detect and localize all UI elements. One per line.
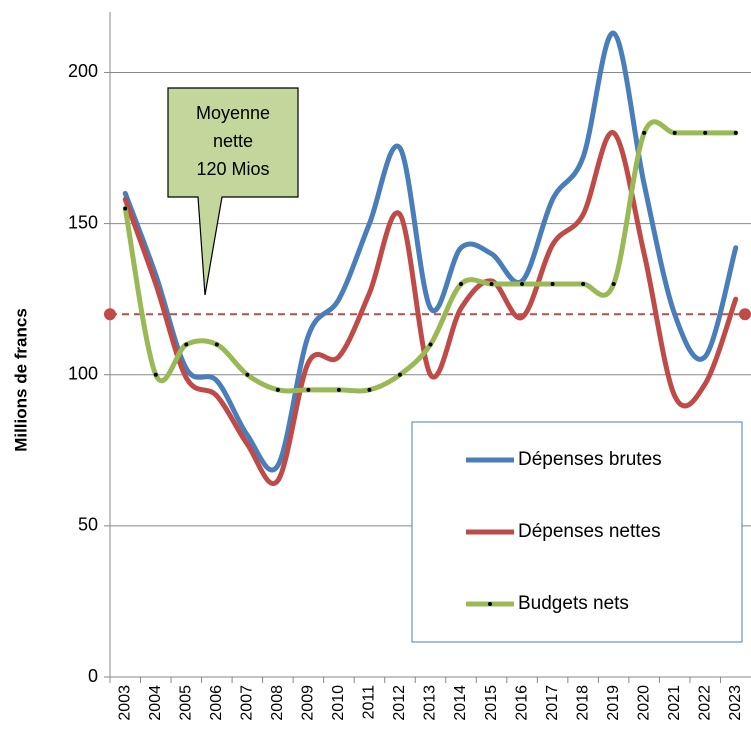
marker [153, 372, 158, 377]
marker [642, 130, 647, 135]
legend-label: Dépenses brutes [518, 449, 662, 470]
x-tick-label: 2007 [239, 685, 256, 721]
y-tick-label: 200 [68, 61, 98, 81]
x-tick-label: 2017 [544, 685, 561, 721]
marker [428, 342, 433, 347]
y-tick-label: 0 [88, 666, 98, 686]
x-tick-label: 2008 [269, 685, 286, 721]
x-tick-label: 2014 [452, 685, 469, 721]
marker [520, 282, 525, 287]
annotation-text: 120 Mios [196, 159, 269, 179]
y-axis-label: Millions de francs [11, 308, 30, 452]
x-tick-label: 2016 [513, 685, 530, 721]
series-line [122, 30, 739, 473]
x-tick-label: 2005 [178, 685, 195, 721]
series-line [122, 130, 739, 486]
x-tick-label: 2023 [727, 685, 744, 721]
marker [367, 387, 372, 392]
annotation-text: nette [213, 131, 253, 151]
x-tick-label: 2013 [422, 685, 439, 721]
marker [306, 387, 311, 392]
legend-marker [488, 602, 492, 606]
callout [167, 87, 299, 296]
mean-dot [739, 308, 751, 321]
marker [123, 206, 128, 211]
x-tick-label: 2020 [635, 685, 652, 721]
x-tick-label: 2021 [666, 685, 683, 721]
marker [581, 282, 586, 287]
marker [489, 282, 494, 287]
x-tick-label: 2012 [391, 685, 408, 721]
marker [733, 130, 738, 135]
y-tick-label: 100 [68, 363, 98, 383]
marker [245, 372, 250, 377]
x-tick-label: 2018 [574, 685, 591, 721]
x-tick-label: 2006 [208, 685, 225, 721]
marker [214, 342, 219, 347]
x-tick-label: 2022 [696, 685, 713, 721]
marker [550, 282, 555, 287]
marker [611, 282, 616, 287]
marker [275, 387, 280, 392]
legend-label: Budgets nets [518, 593, 629, 614]
marker [184, 342, 189, 347]
x-tick-label: 2004 [147, 685, 164, 721]
legend-label: Dépenses nettes [518, 521, 661, 542]
mean-dot [104, 308, 116, 321]
y-tick-label: 150 [68, 212, 98, 232]
x-tick-label: 2019 [605, 685, 622, 721]
x-tick-label: 2009 [300, 685, 317, 721]
marker [397, 372, 402, 377]
annotation-text: Moyenne [196, 103, 270, 123]
marker [336, 387, 341, 392]
x-tick-label: 2010 [330, 685, 347, 721]
marker [672, 130, 677, 135]
x-tick-label: 2011 [361, 685, 378, 720]
x-tick-label: 2003 [116, 685, 133, 721]
marker [703, 130, 708, 135]
x-tick-label: 2015 [483, 685, 500, 721]
y-tick-label: 50 [78, 515, 98, 535]
marker [459, 282, 464, 287]
